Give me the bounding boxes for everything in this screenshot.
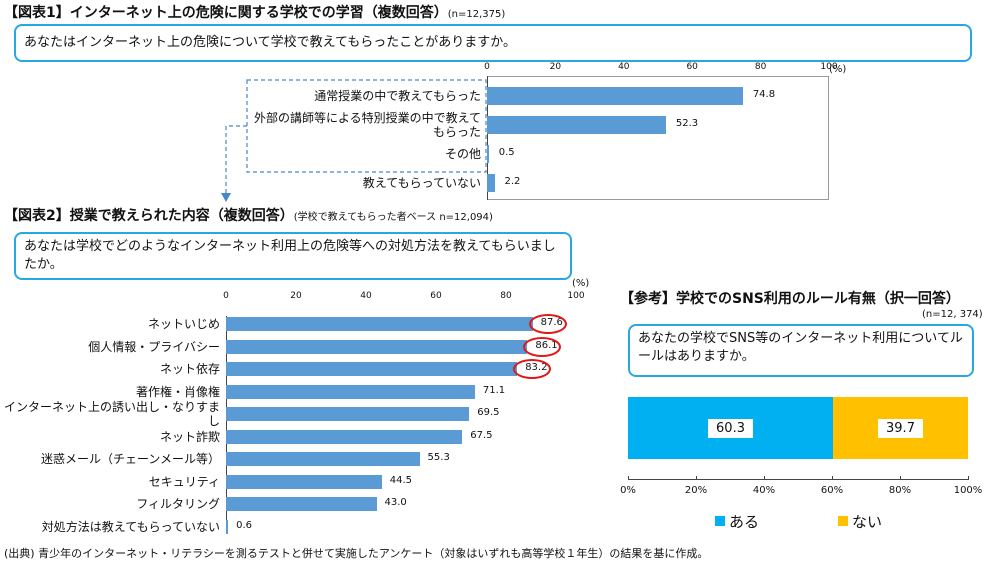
x-tick-label: 80 [754,62,767,72]
legend-label: ある [729,513,760,531]
bar [487,87,743,105]
bar [226,474,382,489]
category-label: 対処方法は教えてもらっていない [41,519,220,534]
fig1-unit: (%) [829,64,847,75]
category-label: ネット依存 [159,362,220,376]
category-label: ネット詐欺 [159,429,220,444]
legend-swatch [715,516,725,526]
ref-heading: 【参考】学校でのSNS利用のルール有無（択一回答） [620,291,960,307]
x-tick-label: 40% [752,485,776,496]
ref-question: あなたの学校でSNS等のインターネット利用についてルールはありますか。 [638,331,963,364]
value-label: 2.2 [504,176,521,187]
bar [226,339,528,354]
bar [226,384,475,399]
fig1-question-box: あなたはインターネット上の危険について学校で教えてもらったことがありますか。 [14,24,972,62]
fig1-question: あなたはインターネット上の危険について学校で教えてもらったことがありますか。 [24,35,517,50]
x-tick-label: 60 [686,62,698,72]
y-axis-line [226,316,227,532]
bar [226,362,518,376]
legend-label: ない [852,513,883,531]
category-label: 教えてもらっていない [362,176,481,190]
bar [226,497,377,511]
x-tick-label: 0% [620,485,636,496]
fig1-n: (n=12,375) [447,9,506,20]
category-label: 迷惑メール（チェーンメール等） [40,452,220,466]
value-label: 69.5 [477,407,500,418]
dashed-arrow-line [225,125,247,196]
stacked-segment: 60.3 [628,397,834,459]
x-tick-label: 100 [820,62,838,72]
x-tick-mark [832,476,833,480]
x-tick-label: 20 [549,62,562,72]
bar [226,429,463,444]
x-tick-mark [628,476,629,480]
value-label: 0.6 [236,519,252,531]
segment-value-label: 39.7 [878,418,923,438]
bar [487,174,495,192]
arrow-head-icon [221,193,231,202]
x-tick-label: 20 [290,291,302,301]
value-label: 0.5 [498,147,515,158]
category-label: 個人情報・プライバシー [88,339,220,354]
ref-n: (n=12, 374) [922,309,983,320]
x-tick-label: 40 [360,291,372,301]
value-label: 43.0 [384,497,407,508]
source-footer: (出典) 青少年のインターネット・リテラシーを測るテストと併せて実施したアンケー… [4,547,709,560]
stacked-segment: 39.7 [833,397,968,459]
bar [487,116,666,134]
value-label: 44.5 [389,474,413,486]
value-label: 55.3 [427,452,450,463]
x-tick-label: 20% [684,485,708,496]
x-tick-mark [764,476,765,480]
x-tick-label: 80% [888,485,912,496]
value-label: 67.5 [470,429,493,441]
highlight-ring [523,336,562,357]
bar [226,452,420,466]
category-label: ネットいじめ [147,317,220,331]
highlight-ring [513,359,552,379]
highlight-ring [528,314,567,334]
category-label: フィルタリング [136,497,220,511]
x-tick-mark [900,476,901,480]
x-tick-label: 40 [618,62,630,72]
fig2-question-box: あなたは学校でどのようなインターネット利用上の危険等への対処方法を教えてもらいま… [14,232,572,280]
fig1-heading: 【図表1】インターネット上の危険に関する学校での学習（複数回答）(n=12,37… [4,2,505,22]
x-tick-label: 60% [820,485,844,496]
segment-value-label: 60.3 [708,418,753,438]
category-label: 外部の講師等による特別授業の中で教えてもらった [253,111,481,139]
dashed-connector [221,79,487,202]
x-tick-label: 80 [500,291,512,301]
x-tick-label: 60 [430,291,442,301]
bar [226,407,470,421]
x-tick-mark [696,476,697,480]
x-tick-label: 0 [223,291,229,301]
bar [487,145,489,163]
category-label: その他 [444,147,481,161]
x-tick-label: 100 [567,291,585,301]
category-label: セキュリティ [148,474,220,489]
x-tick-mark [968,476,969,480]
value-label: 52.3 [675,118,699,129]
x-axis-line [628,479,968,480]
x-tick-label: 0 [484,62,490,72]
ref-question-box: あなたの学校でSNS等のインターネット利用についてルールはありますか。 [628,324,974,377]
category-label: インターネット上の誘い出し・なりすまし [3,400,220,428]
fig1-title: 【図表1】インターネット上の危険に関する学校での学習（複数回答） [4,5,448,21]
value-label: 74.8 [752,89,776,100]
fig2-title: 【図表2】授業で教えられた内容（複数回答） [4,208,294,224]
fig2-sub: (学校で教えてもらった者ベース n=12,094) [293,212,493,223]
y-axis-line [487,76,488,200]
fig2-question: あなたは学校でどのようなインターネット利用上の危険等への対処方法を教えてもらいま… [24,239,556,272]
bar [226,317,533,331]
bar [226,519,229,534]
value-label: 71.1 [482,384,506,396]
category-label: 著作権・肖像権 [135,384,220,399]
fig2-unit: (%) [572,278,590,289]
legend-swatch [838,516,848,526]
fig2-heading: 【図表2】授業で教えられた内容（複数回答）(学校で教えてもらった者ベース n=1… [4,205,493,225]
category-label: 通常授業の中で教えてもらった [314,89,481,103]
x-tick-label: 100% [953,485,983,496]
